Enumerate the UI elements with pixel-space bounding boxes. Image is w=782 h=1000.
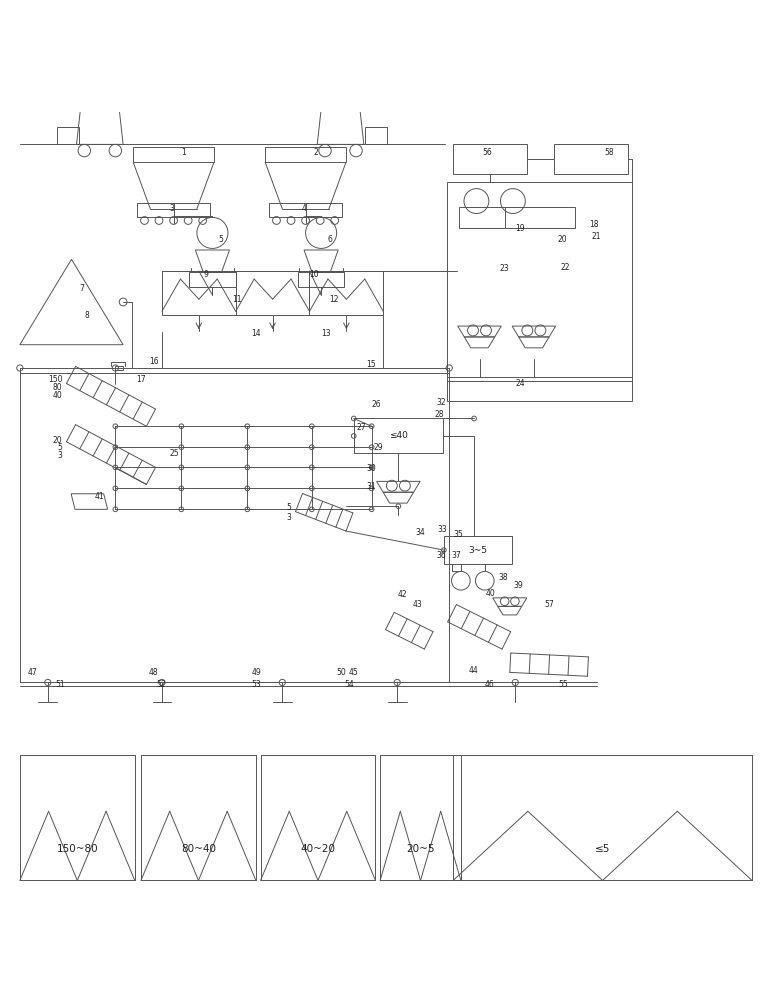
Text: 14: 14 [251,329,261,338]
Text: 31: 31 [366,482,376,491]
Text: 1: 1 [181,148,186,157]
Text: ≤5: ≤5 [595,844,610,854]
Text: 17: 17 [136,375,146,384]
Text: 39: 39 [514,581,523,590]
Bar [365,127,387,144]
Text: 50: 50 [336,668,346,677]
Text: 43: 43 [413,600,422,609]
Text: 44: 44 [468,666,479,675]
Text: 8: 8 [84,311,89,320]
Text: 30: 30 [366,464,376,473]
Text: 56: 56 [482,148,493,157]
Text: 80~40: 80~40 [181,844,216,854]
Text: 13: 13 [321,329,331,338]
Text: 80: 80 [53,383,63,392]
Text: 19: 19 [515,224,525,233]
Bar [298,272,344,287]
Text: 10: 10 [310,270,319,279]
Bar [137,203,210,217]
Text: 20~5: 20~5 [407,844,435,854]
Text: 42: 42 [397,590,407,599]
Text: 54: 54 [344,680,354,689]
Text: 46: 46 [484,680,494,689]
Text: 33: 33 [438,525,447,534]
Bar [269,203,343,217]
Text: ≤40: ≤40 [389,431,408,440]
Text: 150~80: 150~80 [56,844,98,854]
Text: 58: 58 [604,148,614,157]
Text: 40: 40 [486,589,496,598]
Text: 36: 36 [436,551,446,560]
Text: 2: 2 [314,148,318,157]
Bar [447,182,632,401]
Text: 51: 51 [56,680,65,689]
Bar [353,418,443,453]
Text: 47: 47 [27,668,38,677]
Bar [554,144,628,174]
Text: 26: 26 [371,400,381,409]
Bar [116,366,123,370]
Text: 24: 24 [515,379,525,388]
Text: 29: 29 [374,443,383,452]
Text: 11: 11 [231,295,242,304]
Text: 48: 48 [149,668,159,677]
Text: 38: 38 [498,573,508,582]
Text: 6: 6 [328,235,332,244]
Text: 52: 52 [156,680,166,689]
Text: 5: 5 [219,235,224,244]
Bar [458,207,575,228]
Text: 18: 18 [589,220,598,229]
Text: 53: 53 [251,680,261,689]
Text: 15: 15 [366,360,376,369]
Text: 7: 7 [79,284,84,293]
Bar [57,127,79,144]
Text: 9: 9 [203,270,208,279]
Text: 25: 25 [170,449,179,458]
Bar [162,271,383,315]
Text: 37: 37 [451,551,461,560]
Bar [444,536,512,564]
Text: 3: 3 [58,451,63,460]
Text: 45: 45 [348,668,358,677]
Text: 20: 20 [53,436,63,445]
Text: 28: 28 [435,410,444,419]
Text: 5: 5 [58,443,63,452]
Text: 34: 34 [416,528,425,537]
Text: 150: 150 [48,375,63,384]
Text: 20: 20 [558,235,568,244]
Text: 5: 5 [287,503,292,512]
Text: 16: 16 [149,357,159,366]
Bar [189,272,235,287]
Text: 4: 4 [302,204,307,213]
Text: 41: 41 [95,492,104,501]
Text: 23: 23 [500,264,509,273]
Text: 3~5: 3~5 [468,546,487,555]
Text: 35: 35 [453,530,463,539]
Text: 57: 57 [545,600,554,609]
Text: 40: 40 [53,391,63,400]
Bar [133,147,214,162]
Text: 12: 12 [329,295,339,304]
Text: 22: 22 [560,263,570,272]
Text: 21: 21 [591,232,601,241]
Text: 40~20: 40~20 [300,844,335,854]
Bar [265,147,346,162]
Text: 27: 27 [356,423,366,432]
Text: 3: 3 [170,204,174,213]
Text: 3: 3 [287,513,292,522]
Text: 49: 49 [251,668,261,677]
Bar [453,144,527,174]
Text: 55: 55 [558,680,568,689]
Text: 32: 32 [436,398,446,407]
